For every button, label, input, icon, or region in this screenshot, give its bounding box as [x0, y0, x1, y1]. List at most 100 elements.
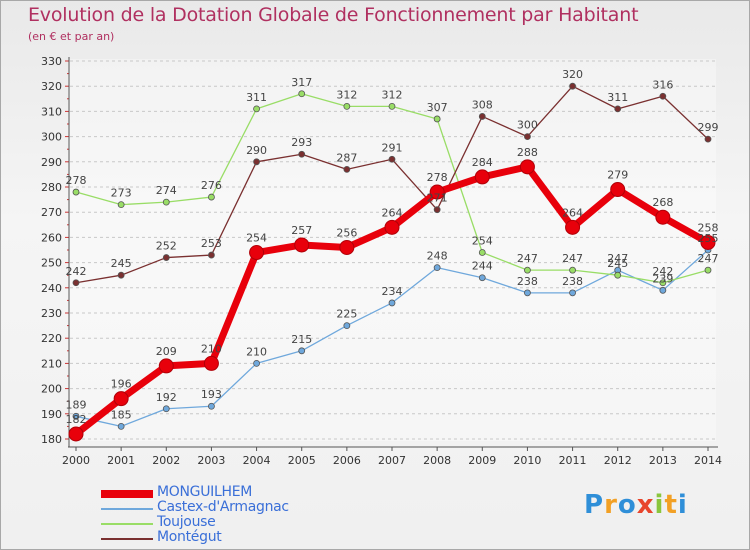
data-point-1	[162, 405, 170, 413]
data-point-3	[343, 165, 351, 173]
data-label-2: 247	[562, 252, 583, 265]
data-label-2: 247	[698, 252, 719, 265]
data-point-0	[158, 358, 174, 374]
legend-label: Castex-d'Armagnac	[157, 499, 289, 515]
proxiti-logo: Proxiti	[584, 490, 688, 520]
logo-letter: i	[677, 490, 688, 520]
data-label-2: 311	[246, 91, 267, 104]
data-label-1: 248	[427, 250, 448, 263]
x-tick-label: 2011	[559, 454, 587, 467]
x-tick-label: 2001	[107, 454, 135, 467]
data-label-2: 274	[156, 184, 177, 197]
data-label-0: 264	[562, 206, 583, 219]
legend-swatch	[101, 490, 153, 498]
legend-item: Montégut	[101, 529, 361, 547]
x-tick-label: 2005	[288, 454, 316, 467]
data-label-3: 320	[562, 68, 583, 81]
data-point-0	[68, 426, 84, 442]
data-point-2	[659, 279, 667, 287]
data-point-2	[253, 105, 260, 113]
data-label-1: 189	[66, 398, 87, 411]
data-label-0: 182	[66, 413, 87, 426]
data-point-1	[388, 299, 396, 307]
logo-letter: x	[636, 490, 655, 520]
data-point-0	[474, 169, 490, 185]
data-point-0	[565, 219, 581, 235]
data-label-0: 196	[111, 378, 132, 391]
x-tick-label: 2000	[62, 454, 90, 467]
data-point-2	[433, 115, 441, 123]
data-label-1: 234	[382, 285, 403, 298]
data-label-3: 293	[291, 136, 312, 149]
data-label-3: 242	[66, 265, 87, 278]
logo-letter: i	[654, 490, 665, 520]
x-tick-label: 2010	[513, 454, 541, 467]
data-label-1: 255	[698, 232, 719, 245]
data-point-3	[704, 135, 712, 143]
data-label-3: 308	[472, 98, 493, 111]
y-tick-label: 270	[41, 206, 62, 219]
data-point-2	[162, 198, 170, 206]
legend-swatch	[101, 523, 153, 525]
y-tick-label: 220	[41, 332, 62, 345]
data-label-1: 244	[472, 260, 493, 273]
data-point-0	[294, 237, 310, 253]
data-point-2	[524, 266, 531, 274]
data-point-2	[298, 90, 306, 98]
y-tick-label: 320	[41, 80, 62, 93]
data-point-2	[478, 249, 486, 256]
data-point-1	[117, 422, 125, 430]
data-label-0: 258	[698, 221, 719, 234]
legend-swatch	[101, 508, 153, 510]
data-point-1	[208, 402, 215, 410]
data-point-0	[203, 355, 219, 371]
x-tick-label: 2003	[197, 454, 225, 467]
data-label-0: 284	[472, 156, 493, 169]
data-point-3	[569, 82, 576, 90]
data-label-3: 253	[201, 237, 222, 250]
data-label-0: 254	[246, 232, 267, 245]
data-label-2: 276	[201, 179, 222, 192]
y-tick-label: 250	[41, 257, 62, 270]
data-label-2: 273	[111, 187, 132, 200]
x-tick-label: 2004	[243, 454, 271, 467]
data-point-3	[388, 155, 396, 163]
data-label-0: 209	[156, 345, 177, 358]
data-label-1: 247	[607, 252, 628, 265]
x-tick-label: 2006	[333, 454, 361, 467]
x-tick-label: 2012	[604, 454, 632, 467]
data-label-3: 271	[427, 192, 448, 205]
legend-label: Toujouse	[157, 514, 216, 530]
data-label-1: 185	[111, 408, 132, 421]
data-point-3	[478, 113, 486, 120]
data-label-0: 288	[517, 146, 538, 159]
logo-letter: P	[584, 490, 605, 520]
data-label-1: 210	[246, 345, 267, 358]
y-tick-label: 260	[41, 231, 62, 244]
data-label-3: 287	[336, 151, 357, 164]
data-label-3: 300	[517, 119, 538, 132]
data-point-3	[659, 92, 667, 100]
data-label-2: 254	[472, 235, 493, 248]
data-point-2	[388, 102, 396, 110]
data-point-1	[253, 359, 260, 367]
data-point-1	[72, 412, 80, 420]
data-label-1: 225	[336, 308, 357, 321]
data-point-1	[343, 322, 351, 330]
data-label-0: 268	[652, 196, 673, 209]
plot-area	[68, 59, 716, 441]
data-point-0	[610, 182, 626, 198]
y-tick-label: 290	[41, 156, 62, 169]
data-point-0	[429, 184, 445, 200]
y-tick-label: 180	[41, 433, 62, 446]
y-tick-label: 240	[41, 282, 62, 295]
data-label-2: 242	[652, 265, 673, 278]
logo-letter: t	[664, 490, 678, 520]
data-label-0: 257	[291, 224, 312, 237]
data-point-1	[433, 264, 441, 272]
data-point-0	[700, 234, 716, 250]
chart-title: Evolution de la Dotation Globale de Fonc…	[28, 4, 639, 26]
y-tick-label: 300	[41, 131, 62, 144]
data-point-1	[524, 289, 531, 297]
logo-letter: r	[604, 490, 618, 520]
